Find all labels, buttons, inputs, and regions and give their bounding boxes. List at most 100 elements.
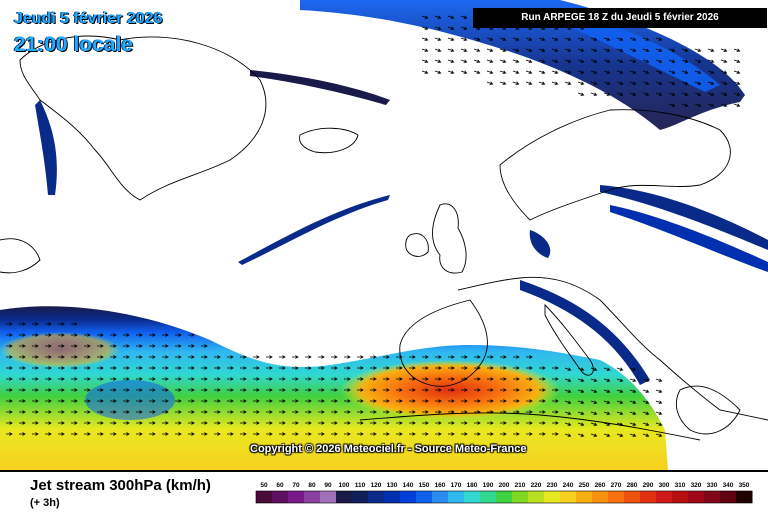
- wind-arrow: [435, 421, 442, 425]
- wind-arrow: [655, 433, 663, 437]
- wind-arrow: [123, 388, 130, 392]
- wind-arrow: [616, 422, 624, 426]
- wind-arrow: [266, 355, 273, 359]
- wind-arrow: [253, 432, 260, 436]
- wind-arrow: [331, 377, 338, 381]
- wind-arrow: [526, 388, 533, 392]
- wind-arrow: [720, 92, 728, 96]
- wind-arrow: [58, 344, 65, 348]
- wind-arrow: [500, 421, 507, 425]
- wind-arrow: [629, 48, 637, 52]
- wind-arrow: [6, 377, 13, 381]
- legend-swatch: [624, 491, 641, 503]
- wind-arrow: [357, 421, 364, 425]
- balkan-jet-streak: [520, 280, 650, 385]
- wind-arrow: [396, 432, 403, 436]
- wind-arrow: [577, 367, 585, 371]
- wind-arrow: [655, 37, 663, 41]
- wind-arrow: [84, 421, 91, 425]
- legend-swatch: [464, 491, 481, 503]
- legend-swatch: [656, 491, 673, 503]
- wind-arrow: [19, 366, 26, 370]
- wind-arrow: [292, 355, 299, 359]
- wind-arrow: [460, 15, 468, 19]
- wind-arrow: [434, 15, 442, 19]
- wind-arrow: [357, 399, 364, 403]
- wind-arrow: [603, 70, 611, 74]
- forecast-time: 21:00 locale: [14, 33, 134, 56]
- wind-arrow: [19, 410, 26, 414]
- wind-arrow: [123, 333, 130, 337]
- wind-arrow: [460, 48, 468, 52]
- wind-arrow: [344, 399, 351, 403]
- wind-arrow: [409, 366, 416, 370]
- wind-arrow: [45, 333, 52, 337]
- wind-arrow: [84, 399, 91, 403]
- wind-arrow: [305, 421, 312, 425]
- wind-arrow: [474, 377, 481, 381]
- wind-arrow: [694, 70, 702, 74]
- legend-swatch: [512, 491, 529, 503]
- wind-arrow: [616, 37, 624, 41]
- wind-arrow: [188, 388, 195, 392]
- wind-arrow: [422, 388, 429, 392]
- wind-arrow: [720, 81, 728, 85]
- legend-swatch: [352, 491, 369, 503]
- wind-arrow: [720, 70, 728, 74]
- wind-arrow: [279, 355, 286, 359]
- wind-arrow: [305, 355, 312, 359]
- wind-arrow: [603, 411, 611, 415]
- wind-arrow: [499, 81, 507, 85]
- wind-arrow: [733, 103, 741, 107]
- wind-arrow: [214, 366, 221, 370]
- wind-arrow: [409, 421, 416, 425]
- wind-arrow: [474, 366, 481, 370]
- color-scale-legend: 50 60 70 80 90 100 110 120 130 140 150 160 170 180 190…: [255, 482, 753, 504]
- wind-arrow: [525, 70, 533, 74]
- wind-arrow: [123, 399, 130, 403]
- wind-arrow: [396, 377, 403, 381]
- wind-arrow: [564, 37, 572, 41]
- wind-arrow: [84, 366, 91, 370]
- wind-arrow: [253, 421, 260, 425]
- wind-arrow: [473, 70, 481, 74]
- wind-arrow: [500, 388, 507, 392]
- italy-coast: [544, 303, 594, 376]
- wind-arrow: [461, 355, 468, 359]
- wind-arrow: [552, 388, 559, 392]
- wind-arrow: [162, 432, 169, 436]
- wind-arrow: [616, 400, 624, 404]
- wind-arrow: [474, 399, 481, 403]
- wind-arrow: [19, 355, 26, 359]
- wind-arrow: [240, 377, 247, 381]
- wind-arrow: [32, 432, 39, 436]
- wind-arrow: [45, 399, 52, 403]
- wind-arrow: [603, 48, 611, 52]
- wind-arrow: [71, 399, 78, 403]
- wind-arrow: [461, 377, 468, 381]
- wind-arrow: [396, 421, 403, 425]
- wind-arrow: [162, 366, 169, 370]
- wind-arrow: [331, 432, 338, 436]
- wind-arrow: [500, 432, 507, 436]
- wind-arrow: [487, 421, 494, 425]
- wind-arrow: [305, 410, 312, 414]
- wind-arrow: [629, 59, 637, 63]
- wind-arrow: [162, 344, 169, 348]
- wind-arrow: [279, 410, 286, 414]
- wind-arrow: [45, 410, 52, 414]
- forecast-offset: (+ 3h): [30, 497, 60, 509]
- wind-arrow: [266, 399, 273, 403]
- wind-arrow: [227, 388, 234, 392]
- wind-arrow: [526, 399, 533, 403]
- wind-arrow: [123, 366, 130, 370]
- wind-arrow: [331, 421, 338, 425]
- legend-border: [255, 490, 753, 504]
- wind-arrow: [539, 421, 546, 425]
- wind-arrow: [58, 355, 65, 359]
- wind-arrow: [110, 355, 117, 359]
- wind-arrow: [149, 410, 156, 414]
- wind-arrow: [318, 388, 325, 392]
- legend-swatch: [368, 491, 385, 503]
- wind-arrow: [500, 399, 507, 403]
